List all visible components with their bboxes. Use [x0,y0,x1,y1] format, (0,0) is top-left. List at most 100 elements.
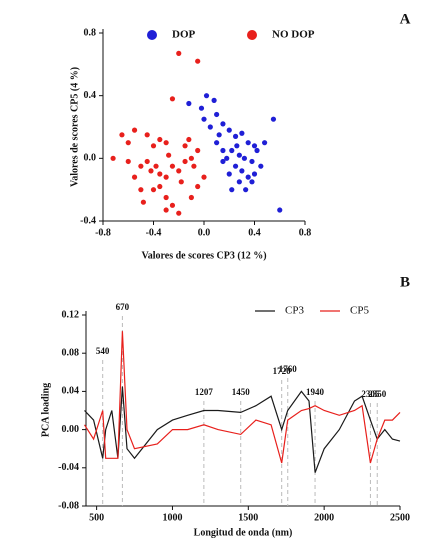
point [138,187,144,193]
wavelength-label: 670 [116,302,130,312]
point [186,136,192,143]
point [220,158,226,165]
point [214,111,220,118]
y-tick-label: -0.08 [58,500,79,511]
point [182,158,188,165]
x-tick-label: 0.4 [248,227,261,238]
x-tick-label: 500 [89,512,104,523]
point [157,183,163,190]
y-tick-label: -0.4 [80,215,96,226]
y-tick-label: 0.12 [62,309,80,320]
point [150,143,157,149]
point [277,207,283,213]
point [169,202,176,208]
wavelength-label: 1207 [195,387,214,397]
point [157,171,163,177]
point [110,155,116,161]
y-tick-label: -0.04 [58,462,79,473]
point [224,155,230,161]
wavelength-label: 2305 [361,389,380,399]
point [236,179,242,185]
point [251,171,258,177]
wavelength-label: 1450 [232,387,251,397]
point [241,155,247,161]
x-tick-label: 1000 [162,512,182,523]
panel-label: A [400,11,411,27]
point [245,174,251,180]
point [232,133,239,139]
point [236,152,242,158]
legend-label: CP5 [350,305,369,317]
point [131,174,138,180]
x-tick-label: 1500 [238,512,258,523]
x-tick-label: -0.4 [146,227,162,238]
point [125,158,131,165]
point [201,174,207,180]
wavelength-label: 2350 [368,389,387,399]
legend-label: DOP [172,29,196,41]
point [211,97,217,103]
panel-label: B [400,274,410,290]
point [195,183,201,190]
point [119,132,125,138]
point [220,121,226,127]
x-tick-label: 2000 [314,512,334,523]
wavelength-label: 1720 [273,366,292,376]
point [270,116,277,122]
x-tick-label: -0.8 [95,227,111,238]
wavelength-label: 540 [96,346,110,356]
legend-label: CP3 [285,305,304,317]
y-axis-label: PCA loading [40,383,51,437]
point [203,93,210,99]
point [169,163,176,169]
point [163,174,169,180]
point [138,163,144,169]
y-tick-label: 0.4 [84,90,97,101]
line [83,331,401,464]
y-tick-label: 0.00 [62,424,80,435]
y-tick-label: 0.0 [84,153,97,164]
point [232,163,239,169]
point [176,210,182,216]
x-axis-label: Valores de scores CP3 (12 %) [141,250,266,261]
point [163,140,169,146]
point [188,155,194,161]
point [229,147,235,154]
point [249,179,255,185]
point [234,143,240,149]
point [229,187,235,193]
point [239,130,245,136]
point [239,168,245,174]
line [84,386,401,473]
y-axis-label: Valores de scores CP5 (4 %) [69,67,80,187]
point [163,207,169,213]
point [144,158,150,165]
point [195,147,201,154]
point [195,58,201,64]
point [150,187,157,193]
x-tick-label: 0.0 [198,227,211,238]
x-tick-label: 2500 [390,512,410,523]
point [226,171,232,177]
point [262,140,268,146]
legend-marker [247,30,257,40]
point [125,140,131,146]
point [216,132,222,138]
point [176,168,182,174]
point [220,147,226,154]
point [258,163,264,169]
point [243,187,249,193]
legend-marker [147,30,157,40]
x-axis-label: Longitud de onda (nm) [194,527,293,538]
point [254,147,260,154]
point [198,105,205,111]
point [131,127,138,133]
point [144,132,150,138]
point [186,100,192,107]
point [169,96,176,102]
point [166,152,172,158]
point [157,136,163,143]
point [178,179,184,185]
point [207,124,213,130]
